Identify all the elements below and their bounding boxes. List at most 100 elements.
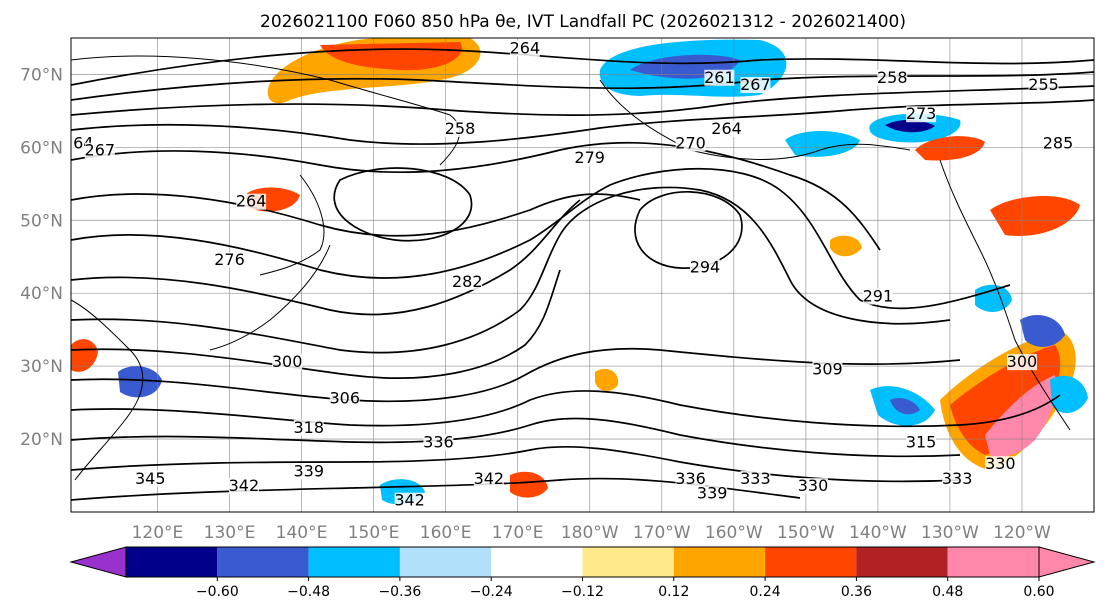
colorbar-bin [126,547,218,577]
latitude-tick-label: 50°N [20,211,63,231]
coast-japan [209,244,331,351]
colorbar-bin [947,547,1039,577]
latitude-tick-label: 40°N [20,284,63,304]
coast-okhotsk [259,174,325,276]
contour-label: 267 [740,75,771,94]
contour-label-background [214,252,245,269]
contour-line [71,269,561,379]
contour-label-background [740,470,771,487]
longitude-tick-label: 150°E [348,523,400,543]
longitude-tick-label: 160°E [420,523,472,543]
colorbar-bin [491,547,583,577]
longitude-tick-label: 170°W [633,523,691,543]
positive-anomaly-west-coast [990,195,1080,236]
negative-anomaly-bering [785,131,860,157]
contour-label: 279 [574,148,605,167]
contour-label: 264 [236,192,267,211]
contour-label-background [394,492,425,509]
contour-label-background [1028,77,1059,94]
contour-label-background [293,419,324,436]
contour-label-background [862,288,893,305]
contour-label-background [1042,135,1073,152]
contour-label: 273 [906,104,937,123]
positive-anomaly-west-pacific [510,471,548,498]
contour-line [71,417,961,458]
contour-label-background [740,77,771,94]
contour-label: 318 [293,418,324,437]
theta-e-contours [71,48,1094,501]
contour-label: 300 [1007,352,1038,371]
contour-label: 264 [711,119,742,138]
contour-label: 306 [329,389,360,408]
contour-label-background [877,69,908,86]
contour-label: 342 [474,469,505,488]
contour-label: 282 [452,272,483,291]
gridlines [71,38,1094,512]
contour-label: 333 [942,469,973,488]
contour-label: 294 [690,257,721,276]
contour-line [71,99,1094,145]
colorbar-bin [399,547,492,577]
colorbar-extend-low [69,546,127,578]
negative-anomaly-coast-b [1050,375,1088,414]
contour-label: 270 [675,133,706,152]
longitude-tick-label: 120°W [993,523,1051,543]
contour-label-background [452,273,483,290]
positive-anomaly-central-pacific [595,368,619,392]
contour-line [71,141,881,251]
contour-labels: 264 261 267 258 255 273 264 285 258 270 279 264 267 2… [71,39,1074,510]
colorbar-tick-label: 0.12 [658,584,689,600]
contour-label-background [329,390,360,407]
contour-label-background [798,478,829,495]
contour-label: 300 [272,352,303,371]
colorbar-tick-label: −0.36 [378,584,421,600]
contour-line [71,71,1094,101]
negative-anomaly-coast-a [1020,315,1065,347]
contour-label-background [509,40,540,57]
colorbar-tick-label: 0.60 [1023,584,1054,600]
contour-line [71,199,581,316]
longitude-tick-label: 130°W [921,523,979,543]
chart-title: 2026021100 F060 850 hPa θe, IVT Landfall… [260,12,906,32]
longitude-tick-label: 180°W [561,523,619,543]
contour-label-background [812,361,843,378]
contour-label: 291 [863,287,894,306]
contour-label: 258 [445,119,476,138]
contour-label: 264 [510,39,541,58]
contour-label-background [473,470,504,487]
map-background [71,38,1094,512]
contour-label: 345 [135,469,166,488]
contour-label-background [135,470,166,487]
latitude-tick-labels: 70°N 60°N 50°N 40°N 30°N 20°N [20,65,63,450]
contour-label: 285 [1043,133,1074,152]
colorbar-bin [673,547,766,577]
contour-label: 267 [85,141,116,160]
colorbar-tick-label: 0.48 [932,584,963,600]
colorbar-bin [217,547,309,577]
map-panel: 264 261 267 258 255 273 264 285 258 270 279 264 267 2… [70,37,1095,513]
contour-label: 309 [812,359,843,378]
longitude-tick-label: 130°E [204,523,256,543]
contour-line [71,347,961,403]
negative-anomaly-west-edge [118,366,162,398]
colorbar-bin [582,547,674,577]
contour-label-background [942,470,973,487]
colorbar-tick-label: −0.48 [287,584,330,600]
longitude-tick-label: 140°E [276,523,328,543]
colorbar-tick-label: −0.24 [470,584,513,600]
contour-label: 339 [697,483,728,502]
latitude-tick-label: 60°N [20,138,63,158]
map-frame [70,37,1095,513]
colorbar-tick-label: 0.36 [841,584,872,600]
longitude-tick-label: 140°W [849,523,907,543]
coast-alaska [599,79,911,160]
contour-label-background [704,69,735,86]
latitude-tick-label: 70°N [20,65,63,85]
contour-label: 342 [229,476,260,495]
contour-label-background [1006,354,1037,371]
contour-label: 258 [877,68,908,87]
contour-label-background [906,434,937,451]
contour-label-background [445,120,476,137]
contour-line [71,186,951,354]
